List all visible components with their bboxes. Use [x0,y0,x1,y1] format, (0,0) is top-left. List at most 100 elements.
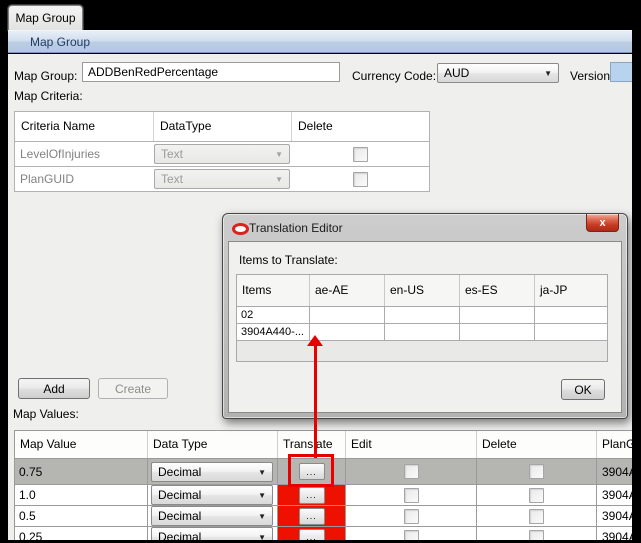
delete-cell [476,506,596,526]
translation-cell-es-ES[interactable] [459,307,534,323]
annotation-arrow-head [307,335,323,346]
datatype-cell: Text ▼ [153,169,291,189]
create-button: Create [98,378,168,399]
edit-checkbox[interactable] [403,464,419,479]
chevron-down-icon: ▼ [275,175,283,184]
map-value-cell: 0.5 [19,509,36,523]
delete-checkbox[interactable] [529,529,544,540]
column-header: Translate [277,431,345,458]
add-button[interactable]: Add [18,378,90,399]
map-group-input[interactable] [82,62,340,82]
column-header: Data Type [147,431,277,458]
column-header: DataType [153,112,291,141]
delete-checkbox[interactable] [529,464,544,479]
delete-checkbox [352,146,368,162]
data-type-dropdown[interactable]: Decimal ▼ [151,461,273,482]
translate-button[interactable]: ... [298,486,325,504]
annotation-arrow-line [314,344,317,458]
translation-row: 3904A440-... [237,324,607,341]
translate-button[interactable]: ... [298,528,325,540]
datatype-cell: Text ▼ [153,144,291,164]
translation-cell-ae-AE[interactable] [309,307,384,323]
chevron-down-icon: ▼ [544,69,552,78]
translation-row: 02 [237,307,607,324]
edit-checkbox[interactable] [403,529,419,540]
map-value-row[interactable]: 0.5 Decimal ▼ ... 3904A440-... [15,506,632,527]
translation-cell-ja-JP[interactable] [534,324,607,340]
column-header: PlanGUID [596,431,632,458]
data-type-dropdown[interactable]: Decimal ▼ [151,485,273,505]
tab-map-group[interactable]: Map Group [8,5,83,30]
translation-cell-en-US[interactable] [384,307,459,323]
chevron-down-icon: ▼ [258,467,266,477]
column-header: ja-JP [534,275,607,306]
translation-cell-en-US[interactable] [384,324,459,340]
delete-cell [291,171,429,187]
dropdown-value: Text [161,172,184,186]
criteria-row: LevelOfInjuries Text ▼ [15,142,429,167]
translation-cell-ae-AE[interactable] [309,324,384,340]
edit-checkbox[interactable] [403,508,419,524]
edit-checkbox[interactable] [403,487,419,503]
version-label: Version: [570,69,614,83]
delete-cell [476,527,596,540]
map-value-cell: 0.25 [19,530,43,540]
oracle-logo-icon [232,223,249,235]
translate-cell-highlighted: ... [277,527,345,540]
delete-cell [476,485,596,505]
data-type-cell: Decimal ▼ [147,527,277,540]
translate-button[interactable]: ... [298,463,325,480]
map-value-cell: 1.0 [19,488,36,502]
delete-checkbox[interactable] [529,508,544,524]
translation-cell-es-ES[interactable] [459,324,534,340]
version-field[interactable] [610,62,632,82]
map-values-table: Map Value Data Type Translate Edit Delet… [14,430,632,540]
map-value-row[interactable]: 0.25 Decimal ▼ ... 3904A440-... [15,527,632,540]
plan-guid-cell: 3904A440-... [596,506,632,526]
translation-editor-dialog: Translation Editor x Items to Translate:… [222,213,628,419]
dropdown-value: Decimal [158,509,202,523]
currency-code-value: AUD [444,66,470,80]
currency-code-label: Currency Code: [352,69,437,83]
currency-code-dropdown[interactable]: AUD ▼ [437,63,559,83]
map-value-row[interactable]: 1.0 Decimal ▼ ... 3904A440-... [15,485,632,506]
column-header: Items [242,283,272,297]
edit-cell [345,459,476,484]
map-values-label: Map Values: [13,407,79,421]
dialog-title: Translation Editor [249,221,343,235]
dropdown-value: Decimal [158,530,202,540]
plan-guid-cell: 3904A440-... [596,527,632,540]
delete-checkbox [352,171,368,187]
ok-button[interactable]: OK [561,379,605,400]
translation-cell-ja-JP[interactable] [534,307,607,323]
translate-button[interactable]: ... [298,507,325,525]
column-header: Criteria Name [21,119,96,133]
column-header: es-ES [459,275,534,306]
delete-cell [476,459,596,484]
column-header: Delete [476,431,596,458]
translate-cell-highlighted: ... [277,506,345,526]
dialog-body: Items to Translate: Items ae-AE en-US es… [228,241,622,413]
delete-checkbox[interactable] [529,487,544,503]
column-header: Edit [345,431,476,458]
datatype-dropdown: Text ▼ [154,169,290,189]
close-icon[interactable]: x [586,214,619,232]
criteria-header-row: Criteria Name DataType Delete [15,112,429,142]
map-group-label: Map Group: [14,69,78,83]
edit-cell [345,527,476,540]
column-header: Delete [291,112,429,141]
edit-cell [345,506,476,526]
data-type-dropdown[interactable]: Decimal ▼ [151,506,273,526]
translation-header-row: Items ae-AE en-US es-ES ja-JP [237,275,607,307]
data-type-dropdown[interactable]: Decimal ▼ [151,527,273,540]
translation-table: Items ae-AE en-US es-ES ja-JP 02 [236,274,608,362]
data-type-cell: Decimal ▼ [147,485,277,505]
chevron-down-icon: ▼ [258,491,266,500]
criteria-name-cell: LevelOfInjuries [20,147,101,161]
items-to-translate-label: Items to Translate: [239,253,338,267]
data-type-cell: Decimal ▼ [147,506,277,526]
edit-cell [345,485,476,505]
dropdown-value: Decimal [158,464,202,479]
criteria-table: Criteria Name DataType Delete LevelOfInj… [14,111,430,192]
